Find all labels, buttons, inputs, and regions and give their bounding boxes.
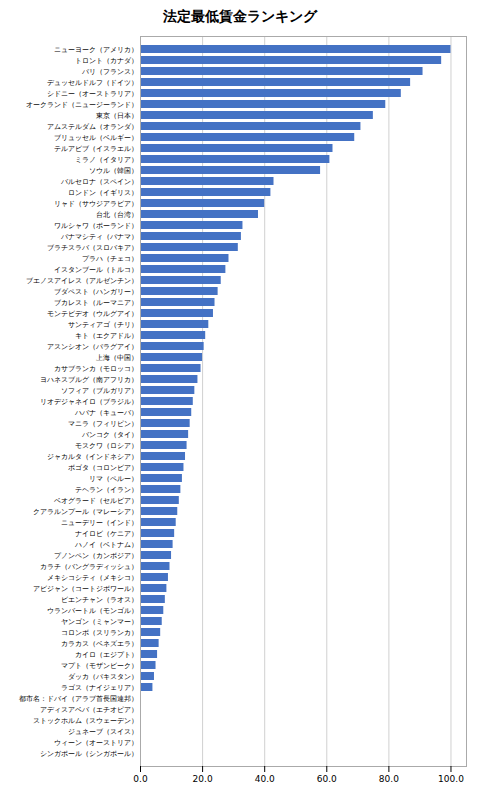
svg-text:アスンシオン（パラグアイ）: アスンシオン（パラグアイ） xyxy=(47,343,138,351)
svg-text:アビジャン（コートジボワール）: アビジャン（コートジボワール） xyxy=(33,585,138,593)
svg-text:リマ（ペルー）: リマ（ペルー） xyxy=(89,475,138,483)
svg-text:パナマシティ（パナマ）: パナマシティ（パナマ） xyxy=(60,233,138,241)
svg-text:ヤンゴン（ミャンマー）: ヤンゴン（ミャンマー） xyxy=(61,618,138,626)
svg-text:クアラルンプール（マレーシア）: クアラルンプール（マレーシア） xyxy=(33,508,138,516)
svg-text:バンコク（タイ）: バンコク（タイ） xyxy=(81,431,138,439)
svg-text:0.0: 0.0 xyxy=(133,774,148,784)
svg-text:ベオグラード（セルビア）: ベオグラード（セルビア） xyxy=(54,497,138,505)
svg-text:ナイロビ（ケニア）: ナイロビ（ケニア） xyxy=(75,530,138,538)
svg-text:ボゴタ（コロンビア）: ボゴタ（コロンビア） xyxy=(68,464,138,472)
svg-text:マプト（モザンビーク）: マプト（モザンビーク） xyxy=(61,662,138,670)
html-text:法定最低賃金ランキング: 法定最低賃金ランキング xyxy=(163,8,317,24)
svg-text:モンテビデオ（ウルグアイ）: モンテビデオ（ウルグアイ） xyxy=(47,310,138,318)
svg-text:デュッセルドルフ（ドイツ）: デュッセルドルフ（ドイツ） xyxy=(47,79,138,87)
svg-text:60.0: 60.0 xyxy=(317,774,337,784)
svg-text:テルアビブ（イスラエル）: テルアビブ（イスラエル） xyxy=(54,145,138,153)
svg-text:ハバナ（キューバ）: ハバナ（キューバ） xyxy=(74,409,138,417)
svg-text:カサブランカ（モロッコ）: カサブランカ（モロッコ） xyxy=(54,365,138,373)
svg-text:リオデジャネイロ（ブラジル）: リオデジャネイロ（ブラジル） xyxy=(40,398,138,406)
svg-text:プノンペン（カンボジア）: プノンペン（カンボジア） xyxy=(54,552,138,560)
svg-text:台北（台湾）: 台北（台湾） xyxy=(96,211,138,219)
svg-text:プラハ（チェコ）: プラハ（チェコ） xyxy=(82,255,138,263)
svg-text:テヘラン（イラン）: テヘラン（イラン） xyxy=(75,486,138,494)
svg-text:シドニー（オーストラリア）: シドニー（オーストラリア） xyxy=(47,90,138,98)
svg-text:イスタンブール（トルコ）: イスタンブール（トルコ） xyxy=(54,266,138,274)
svg-text:リャド（サウジアラビア）: リャド（サウジアラビア） xyxy=(54,200,138,208)
svg-text:オークランド（ニュージーランド）: オークランド（ニュージーランド） xyxy=(26,101,138,109)
svg-text:ウランバートル（モンゴル）: ウランバートル（モンゴル） xyxy=(47,607,138,615)
svg-text:上海（中国）: 上海（中国） xyxy=(96,354,138,362)
svg-text:パリ（フランス）: パリ（フランス） xyxy=(81,68,138,76)
svg-text:サンティアゴ（チリ）: サンティアゴ（チリ） xyxy=(68,321,138,329)
svg-text:ミラノ（イタリア）: ミラノ（イタリア） xyxy=(75,156,138,164)
svg-text:カラチ（バングラディッシュ）: カラチ（バングラディッシュ） xyxy=(40,563,138,571)
svg-text:20.0: 20.0 xyxy=(193,774,213,784)
svg-text:ニューデリー（インド）: ニューデリー（インド） xyxy=(61,519,138,527)
svg-text:モスクワ（ロシア）: モスクワ（ロシア） xyxy=(75,442,138,450)
svg-text:ソウル（韓国）: ソウル（韓国） xyxy=(89,167,138,175)
svg-text:ラゴス（ナイジェリア）: ラゴス（ナイジェリア） xyxy=(61,684,138,692)
svg-text:東京（日本）: 東京（日本） xyxy=(96,112,138,120)
svg-text:カイロ（エジプト）: カイロ（エジプト） xyxy=(75,651,138,659)
svg-text:ストックホルム（スウェーデン）: ストックホルム（スウェーデン） xyxy=(33,717,138,725)
svg-text:バルセロナ（スペイン）: バルセロナ（スペイン） xyxy=(60,178,138,186)
svg-text:アムステルダム（オランダ）: アムステルダム（オランダ） xyxy=(47,123,138,131)
svg-text:ロンドン（イギリス）: ロンドン（イギリス） xyxy=(68,189,138,197)
svg-text:メキシコシティ（メキシコ）: メキシコシティ（メキシコ） xyxy=(47,574,138,582)
svg-text:40.0: 40.0 xyxy=(255,774,275,784)
svg-text:ワルシャワ（ポーランド）: ワルシャワ（ポーランド） xyxy=(54,222,138,230)
svg-text:ビエンチャン（ラオス）: ビエンチャン（ラオス） xyxy=(61,596,138,604)
svg-text:ハノイ（ベトナム）: ハノイ（ベトナム） xyxy=(74,541,138,549)
svg-text:シンガポール（シンガポール）: シンガポール（シンガポール） xyxy=(40,750,138,758)
svg-text:ソフィア（ブルガリア）: ソフィア（ブルガリア） xyxy=(61,387,138,395)
svg-text:キト（エクアドル）: キト（エクアドル） xyxy=(75,332,138,340)
svg-text:ブダペスト（ハンガリー）: ブダペスト（ハンガリー） xyxy=(54,288,138,296)
svg-text:ブエノスアイレス（アルゼンチン）: ブエノスアイレス（アルゼンチン） xyxy=(26,277,138,285)
svg-text:カラカス（ベネズエラ）: カラカス（ベネズエラ） xyxy=(61,640,138,648)
svg-text:ニューヨーク（アメリカ）: ニューヨーク（アメリカ） xyxy=(54,46,138,54)
svg-text:ジュネーブ（スイス）: ジュネーブ（スイス） xyxy=(68,728,138,736)
svg-text:マニラ（フィリピン）: マニラ（フィリピン） xyxy=(68,420,138,428)
svg-text:80.0: 80.0 xyxy=(379,774,399,784)
svg-text:コロンボ（スリランカ）: コロンボ（スリランカ） xyxy=(61,629,138,637)
svg-text:ブリュッセル（ベルギー）: ブリュッセル（ベルギー） xyxy=(54,134,138,142)
svg-text:ヨハネスブルグ（南アフリカ）: ヨハネスブルグ（南アフリカ） xyxy=(40,376,138,384)
svg-text:ブカレスト（ルーマニア）: ブカレスト（ルーマニア） xyxy=(54,299,138,307)
svg-text:100.0: 100.0 xyxy=(438,774,464,784)
svg-text:トロント（カナダ）: トロント（カナダ） xyxy=(75,57,138,65)
svg-text:アディスアベバ（エチオピア）: アディスアベバ（エチオピア） xyxy=(40,706,138,714)
svg-text:ダッカ（パキスタン）: ダッカ（パキスタン） xyxy=(68,673,138,681)
svg-text:ブラチスラバ（スロバキア）: ブラチスラバ（スロバキア） xyxy=(47,244,138,252)
svg-text:ジャカルタ（インドネシア）: ジャカルタ（インドネシア） xyxy=(47,453,138,461)
svg-text:ウィーン（オーストリア）: ウィーン（オーストリア） xyxy=(54,739,138,747)
svg-text:都市名：ドバイ（アラブ首長国連邦）: 都市名：ドバイ（アラブ首長国連邦） xyxy=(19,695,138,703)
